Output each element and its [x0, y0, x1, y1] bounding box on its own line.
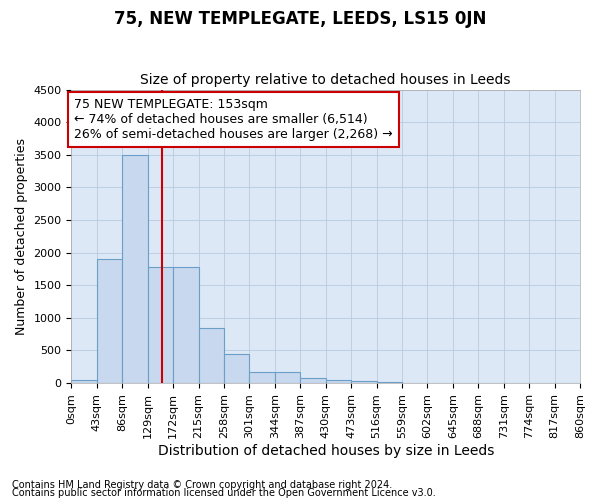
Bar	[250, 372, 275, 383]
Bar	[97, 259, 122, 383]
Bar	[351, 381, 377, 383]
X-axis label: Distribution of detached houses by size in Leeds: Distribution of detached houses by size …	[158, 444, 494, 458]
Bar	[122, 155, 148, 383]
Text: 75, NEW TEMPLEGATE, LEEDS, LS15 0JN: 75, NEW TEMPLEGATE, LEEDS, LS15 0JN	[114, 10, 486, 28]
Bar	[148, 268, 173, 383]
Bar	[173, 268, 199, 383]
Title: Size of property relative to detached houses in Leeds: Size of property relative to detached ho…	[140, 73, 511, 87]
Text: 75 NEW TEMPLEGATE: 153sqm
← 74% of detached houses are smaller (6,514)
26% of se: 75 NEW TEMPLEGATE: 153sqm ← 74% of detac…	[74, 98, 393, 141]
Bar	[71, 380, 97, 383]
Bar	[326, 380, 351, 383]
Bar	[300, 378, 326, 383]
Text: Contains HM Land Registry data © Crown copyright and database right 2024.: Contains HM Land Registry data © Crown c…	[12, 480, 392, 490]
Bar	[199, 328, 224, 383]
Bar	[377, 382, 402, 383]
Bar	[224, 354, 250, 383]
Bar	[275, 372, 300, 383]
Text: Contains public sector information licensed under the Open Government Licence v3: Contains public sector information licen…	[12, 488, 436, 498]
Y-axis label: Number of detached properties: Number of detached properties	[15, 138, 28, 335]
